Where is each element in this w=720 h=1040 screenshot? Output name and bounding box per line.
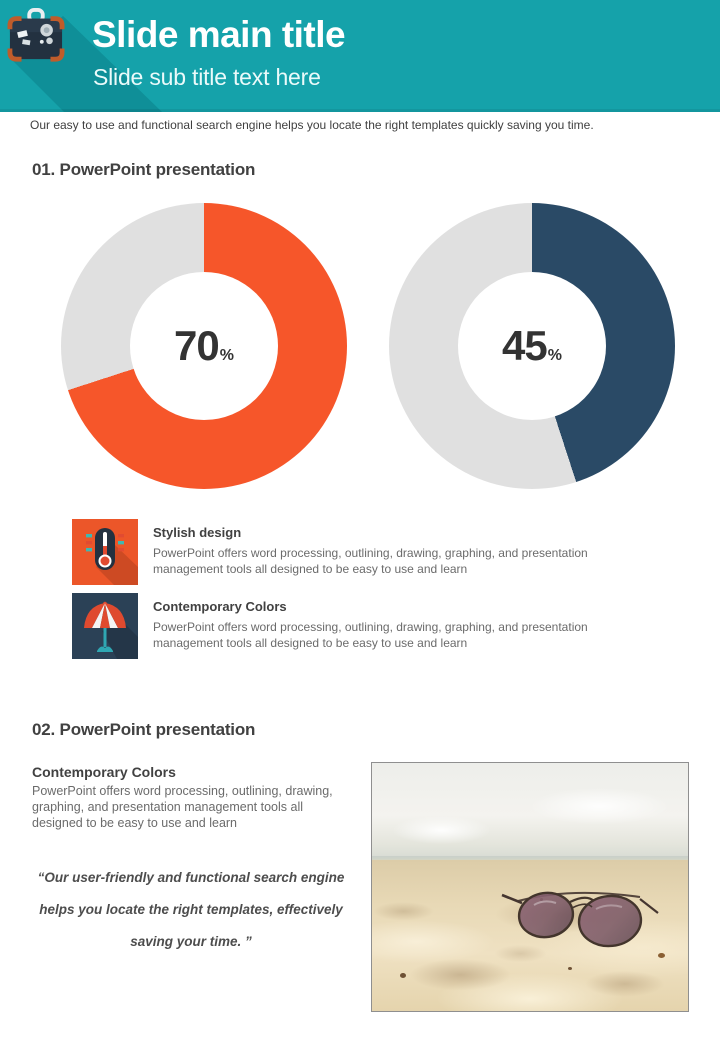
pebble	[568, 967, 572, 970]
photo-sky	[372, 763, 688, 859]
donut-hole	[458, 272, 606, 420]
pebble	[658, 953, 665, 958]
donut-label-70: 70 %	[61, 203, 347, 489]
suitcase-icon	[7, 8, 65, 62]
beach-photo	[371, 762, 689, 1012]
umbrella-icon	[84, 601, 138, 659]
percent-sign: %	[547, 347, 562, 364]
section1-heading: 01. PowerPoint presentation	[32, 160, 256, 179]
thermometer-icon	[86, 528, 138, 585]
donut-chart-45: 45 %	[389, 203, 675, 489]
percent-sign: %	[219, 347, 234, 364]
section2-body: PowerPoint offers word processing, outli…	[32, 784, 333, 830]
feature-title: Stylish design	[153, 525, 242, 540]
umbrella-tile	[72, 593, 138, 659]
sub-title: Slide sub title text here	[93, 64, 321, 90]
quote-text: “Our user-friendly and functional search…	[37, 870, 345, 949]
donut-hole	[130, 272, 278, 420]
donut-chart-70: 70 %	[61, 203, 347, 489]
feature-body: PowerPoint offers word processing, outli…	[153, 620, 588, 650]
intro-text: Our easy to use and functional search en…	[30, 118, 594, 132]
feature-title: Contemporary Colors	[153, 599, 287, 614]
main-title: Slide main title	[92, 14, 346, 55]
page-header: Slide main title Slide sub title text he…	[0, 0, 720, 112]
donut-value: 70	[174, 322, 220, 369]
pebble	[400, 973, 406, 978]
donut-value: 45	[502, 322, 548, 369]
feature-body: PowerPoint offers word processing, outli…	[153, 546, 588, 576]
photo-horizon	[372, 856, 688, 861]
sunglasses-illustration	[501, 891, 659, 948]
section2-subheading: Contemporary Colors	[32, 764, 176, 780]
donut-label-45: 45 %	[389, 203, 675, 489]
thermometer-tile	[72, 519, 138, 585]
section2-heading: 02. PowerPoint presentation	[32, 720, 256, 739]
